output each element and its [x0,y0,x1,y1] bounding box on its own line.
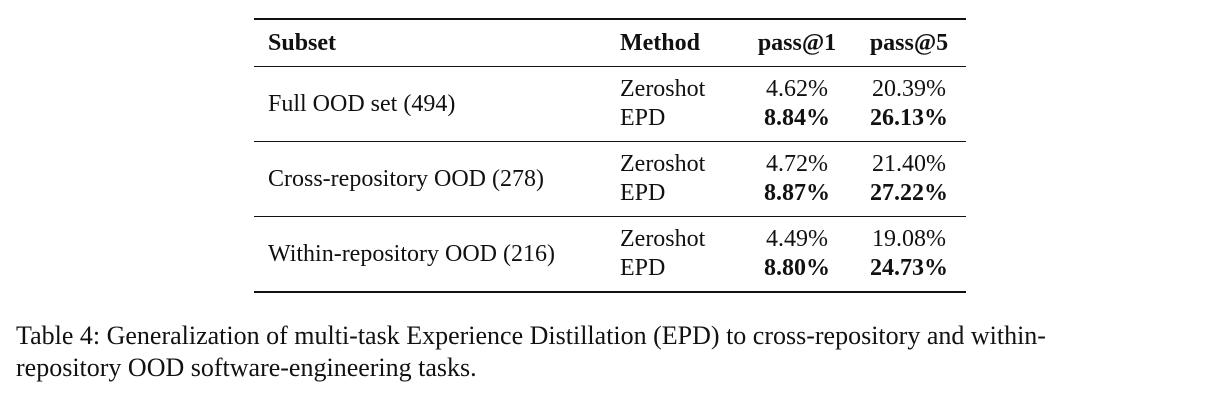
method-epd: EPD [620,255,666,281]
pass5-zeroshot: 20.39% [872,76,946,102]
table-row: Full OOD set (494) Zeroshot EPD 4.62% 8.… [254,67,966,142]
row-subset-label: Full OOD set (494) [268,90,456,117]
pass1-epd: 8.80% [764,255,830,281]
table-row: Cross-repository OOD (278) Zeroshot EPD … [254,142,966,217]
results-table-container: Subset Method pass@1 pass@5 Full OOD set… [254,18,966,293]
method-epd: EPD [620,105,666,131]
pass1-zeroshot: 4.62% [766,76,828,102]
row-subset-label: Cross-repository OOD (278) [268,165,544,192]
results-table: Subset Method pass@1 pass@5 Full OOD set… [254,18,966,293]
table-header-row: Subset Method pass@1 pass@5 [254,19,966,67]
header-method: Method [620,30,700,56]
pass5-epd: 24.73% [870,255,948,281]
pass1-epd: 8.87% [764,180,830,206]
method-zeroshot: Zeroshot [620,151,706,177]
pass1-zeroshot: 4.72% [766,151,828,177]
pass5-epd: 26.13% [870,105,948,131]
pass5-zeroshot: 19.08% [872,226,946,252]
header-pass1: pass@1 [757,30,837,56]
header-pass5: pass@5 [869,30,949,56]
method-zeroshot: Zeroshot [620,76,706,102]
method-epd: EPD [620,180,666,206]
row-subset-label: Within-repository OOD (216) [268,240,555,267]
pass1-zeroshot: 4.49% [766,226,828,252]
pass5-epd: 27.22% [870,180,948,206]
table-caption: Table 4: Generalization of multi-task Ex… [16,320,1216,384]
pass1-epd: 8.84% [764,105,830,131]
table-row: Within-repository OOD (216) Zeroshot EPD… [254,217,966,292]
caption-line-2: repository OOD software-engineering task… [16,353,477,382]
header-subset: Subset [268,30,337,56]
method-zeroshot: Zeroshot [620,226,706,252]
caption-line-1: Table 4: Generalization of multi-task Ex… [16,321,1046,350]
pass5-zeroshot: 21.40% [872,151,946,177]
